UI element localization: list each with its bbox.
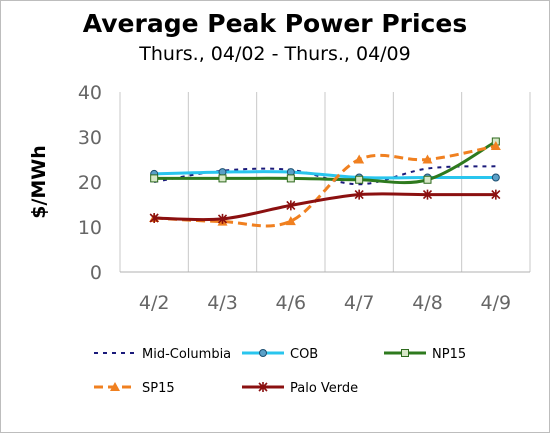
x-tick-label: 4/8 — [412, 292, 443, 314]
data-point-palo-verde — [286, 200, 296, 211]
data-point-palo-verde — [422, 189, 433, 200]
y-tick-label: 0 — [90, 262, 102, 284]
data-point-np15 — [286, 174, 295, 183]
series-line-sp15 — [154, 144, 497, 228]
legend-label-palo-verde: Palo Verde — [290, 381, 358, 396]
data-point-np15 — [355, 175, 364, 184]
legend-label-mid-columbia: Mid-Columbia — [142, 347, 231, 362]
data-point-sp15 — [490, 141, 501, 150]
x-tick-label: 4/6 — [276, 292, 307, 314]
x-tick-label: 4/2 — [139, 292, 170, 314]
series-line-palo-verde — [154, 192, 496, 222]
series-line-np15 — [154, 140, 497, 185]
data-point-np15 — [150, 174, 159, 183]
legend-marker-sp15 — [110, 382, 120, 391]
data-point-palo-verde — [149, 213, 159, 223]
data-point-sp15 — [354, 154, 365, 164]
y-tick-label: 40 — [78, 82, 102, 104]
x-tick-label: 4/3 — [207, 292, 238, 314]
legend-marker-cob — [259, 349, 267, 357]
legend-label-cob: COB — [290, 347, 318, 362]
data-point-cob — [491, 173, 500, 182]
legend-marker-palo-verde — [258, 382, 268, 392]
x-tick-label: 4/7 — [344, 292, 375, 314]
chart-subtitle: Thurs., 04/02 - Thurs., 04/09 — [139, 43, 411, 65]
data-point-np15 — [218, 174, 227, 183]
data-point-palo-verde — [354, 189, 364, 200]
legend-label-np15: NP15 — [432, 347, 466, 362]
data-point-palo-verde — [217, 213, 228, 224]
y-tick-label: 30 — [78, 127, 102, 149]
x-tick-label: 4/9 — [481, 292, 512, 314]
y-tick-label: 20 — [78, 172, 102, 194]
data-point-sp15 — [285, 216, 296, 226]
data-point-np15 — [423, 175, 432, 184]
chart-title: Average Peak Power Prices — [82, 9, 468, 38]
y-tick-label: 10 — [78, 217, 102, 239]
y-axis-label: $/MWh — [28, 145, 50, 219]
data-point-sp15 — [422, 154, 433, 164]
legend-marker-np15 — [401, 349, 409, 357]
legend-label-sp15: SP15 — [142, 381, 175, 396]
data-point-palo-verde — [491, 189, 501, 200]
